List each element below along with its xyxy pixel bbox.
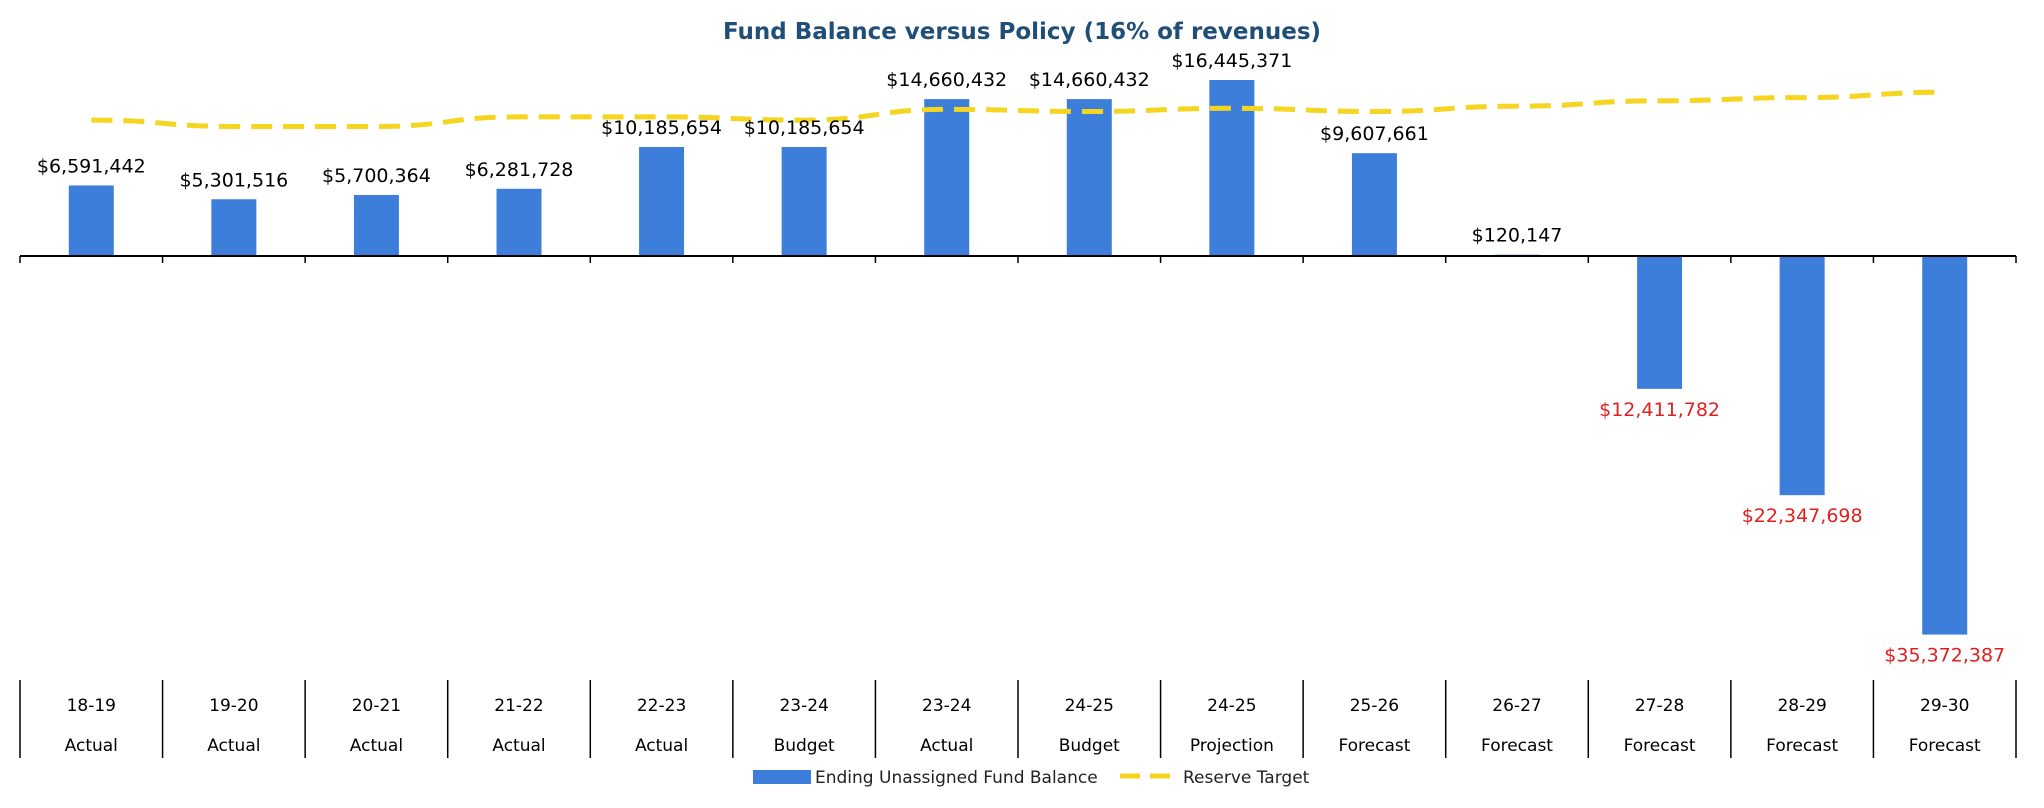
category-kind-label: Actual bbox=[635, 736, 688, 756]
data-label: $10,185,654 bbox=[601, 117, 722, 139]
bar bbox=[353, 194, 399, 256]
data-label: $5,301,516 bbox=[179, 169, 288, 191]
category-kind-label: Projection bbox=[1190, 736, 1274, 756]
category-kind-label: Forecast bbox=[1481, 736, 1553, 756]
category-period-label: 29-30 bbox=[1920, 696, 1969, 716]
legend-label-fund-balance: Ending Unassigned Fund Balance bbox=[815, 768, 1098, 788]
data-label: $6,591,442 bbox=[37, 155, 146, 177]
category-kind-label: Budget bbox=[774, 736, 835, 756]
bar bbox=[924, 99, 970, 256]
category-period-label: 28-29 bbox=[1777, 696, 1826, 716]
bar bbox=[211, 199, 257, 256]
category-period-label: 18-19 bbox=[67, 696, 116, 716]
reserve-target-line bbox=[91, 89, 1945, 130]
category-kind-label: Actual bbox=[920, 736, 973, 756]
data-label: $35,372,387 bbox=[1884, 645, 2005, 667]
bar-series bbox=[68, 80, 1968, 635]
bar bbox=[781, 146, 827, 256]
bar bbox=[1351, 153, 1397, 256]
bar bbox=[68, 185, 114, 256]
legend-swatch-fund-balance bbox=[753, 770, 811, 784]
bar bbox=[1637, 256, 1683, 389]
data-label: $14,660,432 bbox=[886, 69, 1007, 91]
legend-label-reserve-target: Reserve Target bbox=[1183, 768, 1310, 788]
data-label: $14,660,432 bbox=[1029, 69, 1150, 91]
bar bbox=[1922, 256, 1968, 635]
category-kind-label: Forecast bbox=[1909, 736, 1981, 756]
data-label: $10,185,654 bbox=[744, 117, 865, 139]
bar bbox=[1779, 256, 1825, 496]
category-period-label: 25-26 bbox=[1350, 696, 1399, 716]
data-label: $9,607,661 bbox=[1320, 123, 1429, 145]
category-period-label: 24-25 bbox=[1207, 696, 1256, 716]
category-period-label: 19-20 bbox=[209, 696, 258, 716]
category-period-label: 26-27 bbox=[1492, 696, 1541, 716]
data-label: $12,411,782 bbox=[1599, 399, 1720, 421]
category-kind-label: Budget bbox=[1059, 736, 1120, 756]
bar bbox=[639, 146, 685, 256]
category-period-label: 24-25 bbox=[1065, 696, 1114, 716]
bar bbox=[496, 188, 542, 256]
category-kind-label: Forecast bbox=[1338, 736, 1410, 756]
category-kind-label: Forecast bbox=[1624, 736, 1696, 756]
category-kind-label: Actual bbox=[207, 736, 260, 756]
bar bbox=[1066, 99, 1112, 256]
legend: Ending Unassigned Fund Balance Reserve T… bbox=[753, 768, 1310, 788]
category-period-label: 23-24 bbox=[779, 696, 828, 716]
data-labels: $6,591,442 $5,301,516 $5,700,364 $6,281,728… bbox=[37, 50, 2005, 667]
category-period-label: 20-21 bbox=[352, 696, 401, 716]
category-kind-label: Actual bbox=[65, 736, 118, 756]
chart-title: Fund Balance versus Policy (16% of reven… bbox=[723, 19, 1321, 45]
data-label: $16,445,371 bbox=[1171, 50, 1292, 72]
data-label: $5,700,364 bbox=[322, 165, 431, 187]
reserve-target-series bbox=[91, 89, 1945, 130]
data-label: $6,281,728 bbox=[465, 159, 574, 181]
data-label: $22,347,698 bbox=[1742, 505, 1863, 527]
category-period-label: 21-22 bbox=[494, 696, 543, 716]
category-kind-label: Forecast bbox=[1766, 736, 1838, 756]
data-label: $120,147 bbox=[1472, 225, 1563, 247]
category-period-label: 23-24 bbox=[922, 696, 971, 716]
category-kind-label: Actual bbox=[350, 736, 403, 756]
category-axis: 18-19 Actual 19-20 Actual 20-21 Actual 21-22 Ac… bbox=[19, 255, 2017, 758]
category-kind-label: Actual bbox=[492, 736, 545, 756]
category-period-label: 27-28 bbox=[1635, 696, 1684, 716]
category-period-label: 22-23 bbox=[637, 696, 686, 716]
